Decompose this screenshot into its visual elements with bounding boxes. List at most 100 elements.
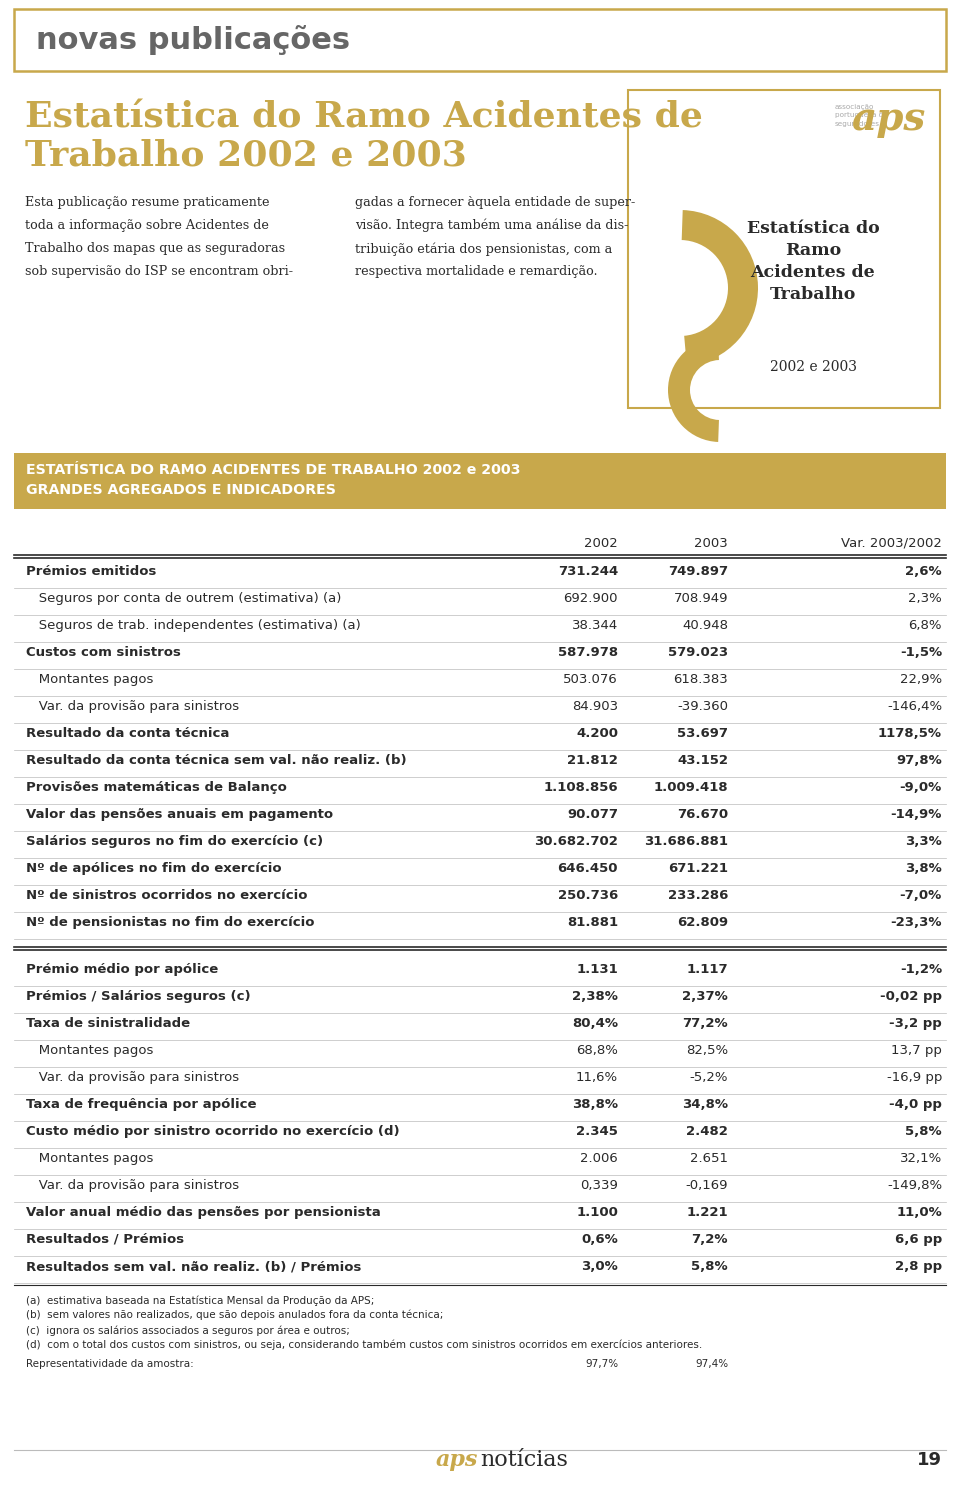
Text: 2002 e 2003: 2002 e 2003	[770, 360, 856, 373]
Text: 62.809: 62.809	[677, 917, 728, 929]
Text: 579.023: 579.023	[668, 646, 728, 659]
Text: 2,3%: 2,3%	[908, 592, 942, 606]
Text: (a)  estimativa baseada na Estatística Mensal da Produção da APS;: (a) estimativa baseada na Estatística Me…	[26, 1295, 374, 1305]
Text: 31.686.881: 31.686.881	[644, 835, 728, 848]
Text: -0,169: -0,169	[685, 1178, 728, 1192]
Text: 0,6%: 0,6%	[581, 1234, 618, 1245]
Text: 2.345: 2.345	[576, 1125, 618, 1138]
Text: Trabalho 2002 e 2003: Trabalho 2002 e 2003	[25, 138, 467, 173]
Text: Resultado da conta técnica: Resultado da conta técnica	[26, 728, 229, 740]
Text: 2002: 2002	[585, 537, 618, 551]
Text: 43.152: 43.152	[677, 754, 728, 766]
Bar	[14, 9, 946, 71]
Text: Seguros por conta de outrem (estimativa) (a): Seguros por conta de outrem (estimativa)…	[26, 592, 342, 606]
Text: 97,7%: 97,7%	[585, 1359, 618, 1369]
Text: Estatística do: Estatística do	[747, 220, 879, 237]
Text: aps: aps	[436, 1449, 478, 1472]
Text: 53.697: 53.697	[677, 728, 728, 740]
Text: Representatividade da amostra:: Representatividade da amostra:	[26, 1359, 194, 1369]
Text: 2.482: 2.482	[686, 1125, 728, 1138]
Text: 81.881: 81.881	[566, 917, 618, 929]
Text: Prémios emitidos: Prémios emitidos	[26, 565, 156, 577]
Text: Valor das pensões anuais em pagamento: Valor das pensões anuais em pagamento	[26, 808, 333, 821]
Text: tribuição etária dos pensionistas, com a: tribuição etária dos pensionistas, com a	[355, 243, 612, 256]
Text: 618.383: 618.383	[673, 673, 728, 686]
Text: 68,8%: 68,8%	[576, 1045, 618, 1056]
Text: aps: aps	[852, 100, 926, 138]
Text: 30.682.702: 30.682.702	[534, 835, 618, 848]
Text: -4,0 pp: -4,0 pp	[889, 1098, 942, 1112]
Text: Estatística do Ramo Acidentes de: Estatística do Ramo Acidentes de	[25, 100, 703, 134]
Text: -16,9 pp: -16,9 pp	[887, 1071, 942, 1083]
Text: 503.076: 503.076	[564, 673, 618, 686]
Text: -9,0%: -9,0%	[900, 781, 942, 795]
Text: Trabalho dos mapas que as seguradoras: Trabalho dos mapas que as seguradoras	[25, 243, 285, 254]
Text: 97,8%: 97,8%	[897, 754, 942, 766]
Text: Prémios / Salários seguros (c): Prémios / Salários seguros (c)	[26, 990, 251, 1003]
Text: associação
portuguesa de
seguradores: associação portuguesa de seguradores	[835, 104, 888, 126]
Text: 34,8%: 34,8%	[682, 1098, 728, 1112]
Text: Montantes pagos: Montantes pagos	[26, 673, 154, 686]
Text: -23,3%: -23,3%	[891, 917, 942, 929]
Text: 708.949: 708.949	[674, 592, 728, 606]
Text: Resultado da conta técnica sem val. não realiz. (b): Resultado da conta técnica sem val. não …	[26, 754, 407, 766]
Text: gadas a fornecer àquela entidade de super-: gadas a fornecer àquela entidade de supe…	[355, 196, 636, 208]
Text: -5,2%: -5,2%	[689, 1071, 728, 1083]
Text: Prémio médio por apólice: Prémio médio por apólice	[26, 963, 218, 976]
Text: 2.006: 2.006	[580, 1152, 618, 1165]
Text: 1.100: 1.100	[576, 1205, 618, 1219]
Text: 1178,5%: 1178,5%	[878, 728, 942, 740]
Text: Resultados / Prémios: Resultados / Prémios	[26, 1234, 184, 1245]
Text: Taxa de frequência por apólice: Taxa de frequência por apólice	[26, 1098, 256, 1112]
Text: 22,9%: 22,9%	[900, 673, 942, 686]
Text: Seguros de trab. independentes (estimativa) (a): Seguros de trab. independentes (estimati…	[26, 619, 361, 632]
Text: 90.077: 90.077	[567, 808, 618, 821]
Text: 692.900: 692.900	[564, 592, 618, 606]
Text: 2,38%: 2,38%	[572, 990, 618, 1003]
Text: Salários seguros no fim do exercício (c): Salários seguros no fim do exercício (c)	[26, 835, 324, 848]
Text: 38,8%: 38,8%	[572, 1098, 618, 1112]
Text: 6,8%: 6,8%	[908, 619, 942, 632]
Text: Nº de pensionistas no fim do exercício: Nº de pensionistas no fim do exercício	[26, 917, 315, 929]
Text: 646.450: 646.450	[558, 862, 618, 875]
Text: -1,5%: -1,5%	[900, 646, 942, 659]
Text: Custo médio por sinistro ocorrido no exercício (d): Custo médio por sinistro ocorrido no exe…	[26, 1125, 399, 1138]
Text: 84.903: 84.903	[572, 699, 618, 713]
Text: 3,8%: 3,8%	[905, 862, 942, 875]
Text: 1.131: 1.131	[576, 963, 618, 976]
Text: Var. da provisão para sinistros: Var. da provisão para sinistros	[26, 1178, 239, 1192]
Text: Trabalho: Trabalho	[770, 286, 856, 304]
Text: 11,6%: 11,6%	[576, 1071, 618, 1083]
Text: 731.244: 731.244	[558, 565, 618, 577]
Text: 6,6 pp: 6,6 pp	[895, 1234, 942, 1245]
Text: respectiva mortalidade e remardição.: respectiva mortalidade e remardição.	[355, 265, 598, 278]
Text: -7,0%: -7,0%	[900, 888, 942, 902]
Text: Taxa de sinistralidade: Taxa de sinistralidade	[26, 1016, 190, 1030]
Text: (c)  ignora os salários associados a seguros por área e outros;: (c) ignora os salários associados a segu…	[26, 1324, 349, 1336]
Text: 3,3%: 3,3%	[905, 835, 942, 848]
Text: 13,7 pp: 13,7 pp	[891, 1045, 942, 1056]
Text: 250.736: 250.736	[558, 888, 618, 902]
Text: 5,8%: 5,8%	[691, 1260, 728, 1274]
Text: -39.360: -39.360	[677, 699, 728, 713]
Text: Custos com sinistros: Custos com sinistros	[26, 646, 180, 659]
Text: ESTATÍSTICA DO RAMO ACIDENTES DE TRABALHO 2002 e 2003: ESTATÍSTICA DO RAMO ACIDENTES DE TRABALH…	[26, 463, 520, 478]
Bar	[628, 89, 940, 408]
Text: 97,4%: 97,4%	[695, 1359, 728, 1369]
Text: Provisões matemáticas de Balanço: Provisões matemáticas de Balanço	[26, 781, 287, 795]
Text: 80,4%: 80,4%	[572, 1016, 618, 1030]
Text: visão. Integra também uma análise da dis-: visão. Integra também uma análise da dis…	[355, 219, 629, 232]
Text: 1.221: 1.221	[686, 1205, 728, 1219]
Text: 5,8%: 5,8%	[905, 1125, 942, 1138]
Text: Var. da provisão para sinistros: Var. da provisão para sinistros	[26, 1071, 239, 1083]
Text: Nº de apólices no fim do exercício: Nº de apólices no fim do exercício	[26, 862, 281, 875]
Wedge shape	[668, 338, 719, 442]
Text: 77,2%: 77,2%	[683, 1016, 728, 1030]
Text: Montantes pagos: Montantes pagos	[26, 1045, 154, 1056]
Text: 76.670: 76.670	[677, 808, 728, 821]
Text: 1.117: 1.117	[686, 963, 728, 976]
Text: 32,1%: 32,1%	[900, 1152, 942, 1165]
Text: toda a informação sobre Acidentes de: toda a informação sobre Acidentes de	[25, 219, 269, 232]
Text: 1.108.856: 1.108.856	[543, 781, 618, 795]
Text: -149,8%: -149,8%	[887, 1178, 942, 1192]
